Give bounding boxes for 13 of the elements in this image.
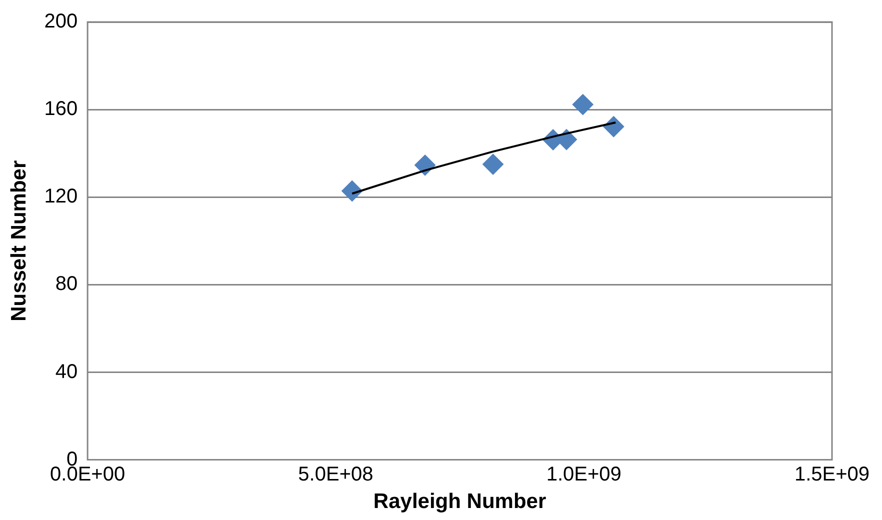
x-axis-title: Rayleigh Number <box>373 490 546 514</box>
y-tick-label: 40 <box>55 360 78 383</box>
y-axis-title: Nusselt Number <box>7 160 30 322</box>
point <box>482 154 504 175</box>
point <box>572 94 594 116</box>
point <box>342 180 363 202</box>
y-tick-label: 200 <box>44 10 78 33</box>
x-tick-label: 1.0E+09 <box>546 463 622 486</box>
x-tick-label: 1.5E+09 <box>794 463 870 486</box>
y-tick-label: 80 <box>55 273 78 296</box>
x-tick-label: 5.0E+08 <box>298 463 374 486</box>
y-tick-label: 160 <box>44 98 78 120</box>
y-tick-label: 120 <box>44 186 78 208</box>
